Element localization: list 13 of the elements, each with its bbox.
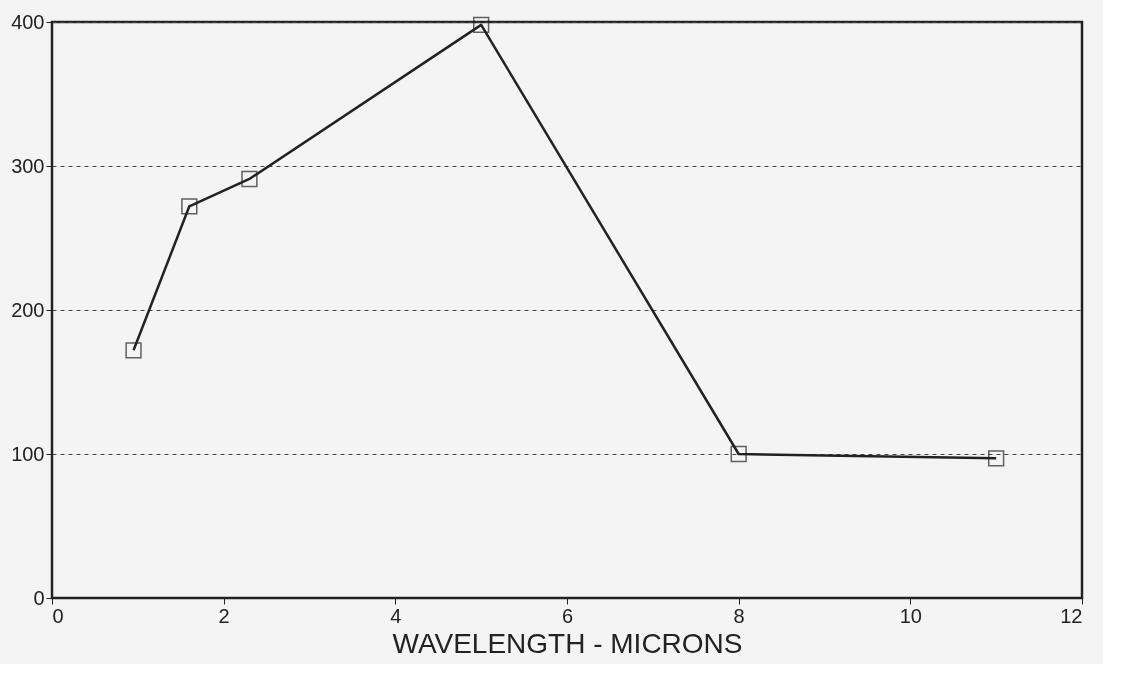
y-tick-label: 400 (11, 10, 45, 33)
y-tick-label: 200 (11, 298, 45, 321)
x-tick-label: 2 (218, 604, 230, 627)
x-tick-label: 10 (899, 604, 922, 627)
x-axis-title: WAVELENGTH - MICRONS (392, 627, 743, 659)
y-tick-label: 0 (33, 586, 45, 609)
x-tick-label: 12 (1060, 604, 1083, 627)
x-tick-label: 8 (733, 604, 745, 627)
x-tick-label: 6 (561, 604, 574, 627)
x-tick-label: 4 (390, 604, 402, 627)
y-tick-label: 300 (11, 154, 45, 177)
x-tick-label: 0 (52, 604, 64, 627)
y-tick-label: 100 (11, 442, 45, 465)
